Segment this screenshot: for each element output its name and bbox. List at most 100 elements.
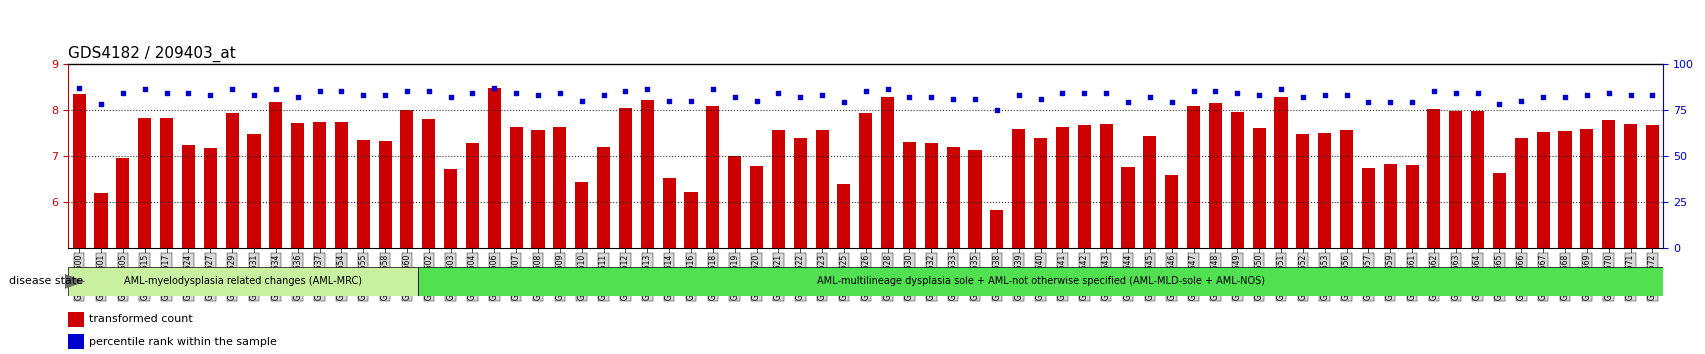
Point [1158, 99, 1185, 105]
Bar [1033, 138, 1047, 248]
Point [917, 94, 945, 100]
Point [1529, 94, 1557, 100]
Bar [532, 130, 544, 248]
Point [1594, 90, 1621, 96]
Text: GDS4182 / 209403_at: GDS4182 / 209403_at [68, 46, 235, 62]
Bar [292, 123, 303, 248]
Text: percentile rank within the sample: percentile rank within the sample [89, 337, 276, 347]
Bar [379, 141, 392, 248]
Bar [924, 143, 938, 248]
Point [568, 98, 595, 103]
Point [939, 96, 967, 102]
Point [742, 98, 769, 103]
Point [350, 92, 377, 98]
Bar [356, 139, 370, 248]
Bar [247, 134, 261, 248]
Point [481, 85, 508, 91]
Point [590, 92, 617, 98]
Point [1639, 92, 1666, 98]
Point [808, 92, 835, 98]
Point [1507, 98, 1534, 103]
Bar [116, 158, 130, 248]
Point [283, 94, 310, 100]
Bar [160, 118, 172, 248]
Bar [859, 113, 871, 248]
Bar [946, 147, 960, 248]
Point [1136, 94, 1163, 100]
Point [263, 87, 290, 92]
Point [1420, 88, 1448, 94]
Bar [443, 169, 457, 248]
Bar [552, 127, 566, 248]
Bar [1209, 103, 1221, 248]
Point [459, 90, 486, 96]
Bar [1078, 125, 1089, 248]
Point [394, 88, 421, 94]
Point [372, 92, 399, 98]
Bar [1601, 120, 1615, 248]
Point [174, 90, 201, 96]
Point [218, 87, 246, 92]
Bar [1405, 165, 1419, 248]
Point [786, 94, 813, 100]
Point [655, 98, 682, 103]
Point [982, 107, 1009, 113]
Point [1398, 99, 1425, 105]
Point [65, 85, 92, 91]
Bar [1645, 125, 1657, 248]
Point [1004, 92, 1032, 98]
FancyBboxPatch shape [68, 267, 418, 296]
Point [1289, 94, 1316, 100]
Bar [1296, 134, 1309, 248]
Bar [771, 130, 784, 248]
Bar [837, 184, 851, 248]
Bar [203, 148, 217, 248]
Bar [1492, 173, 1506, 248]
Point [1463, 90, 1490, 96]
Point [1091, 90, 1118, 96]
Text: AML-multilineage dysplasia sole + AML-not otherwise specified (AML-MLD-sole + AM: AML-multilineage dysplasia sole + AML-no… [817, 276, 1263, 286]
Point [1113, 99, 1141, 105]
Bar [225, 113, 239, 248]
Bar [1558, 131, 1570, 248]
Point [503, 90, 530, 96]
Bar [1579, 129, 1592, 248]
Bar [662, 178, 675, 248]
Bar [793, 138, 806, 248]
Point [546, 90, 573, 96]
Bar [334, 122, 348, 248]
Bar [421, 119, 435, 248]
Point [764, 90, 791, 96]
Bar [1120, 167, 1134, 248]
Point [1071, 90, 1098, 96]
Bar [1274, 97, 1287, 248]
Bar [641, 99, 653, 248]
Bar [1318, 133, 1330, 248]
Polygon shape [65, 274, 85, 289]
Point [1245, 92, 1272, 98]
Bar [73, 93, 85, 248]
Bar [488, 88, 501, 248]
Bar [401, 110, 413, 248]
Point [1332, 92, 1359, 98]
Bar [465, 143, 479, 248]
Point [962, 96, 989, 102]
Bar [1383, 164, 1396, 248]
Bar [1011, 129, 1025, 248]
Point [305, 88, 332, 94]
Bar [684, 192, 697, 248]
Point [1049, 90, 1076, 96]
Bar [1251, 128, 1265, 248]
Point [851, 88, 880, 94]
Bar [68, 334, 84, 349]
Point [830, 99, 858, 105]
Point [240, 92, 268, 98]
Bar [1229, 112, 1243, 248]
Point [699, 87, 726, 92]
Point [1572, 92, 1599, 98]
Bar [1448, 111, 1461, 248]
Text: AML-myelodysplasia related changes (AML-MRC): AML-myelodysplasia related changes (AML-… [124, 276, 361, 286]
FancyBboxPatch shape [418, 267, 1662, 296]
Text: disease state: disease state [9, 276, 82, 286]
Point [1309, 92, 1337, 98]
